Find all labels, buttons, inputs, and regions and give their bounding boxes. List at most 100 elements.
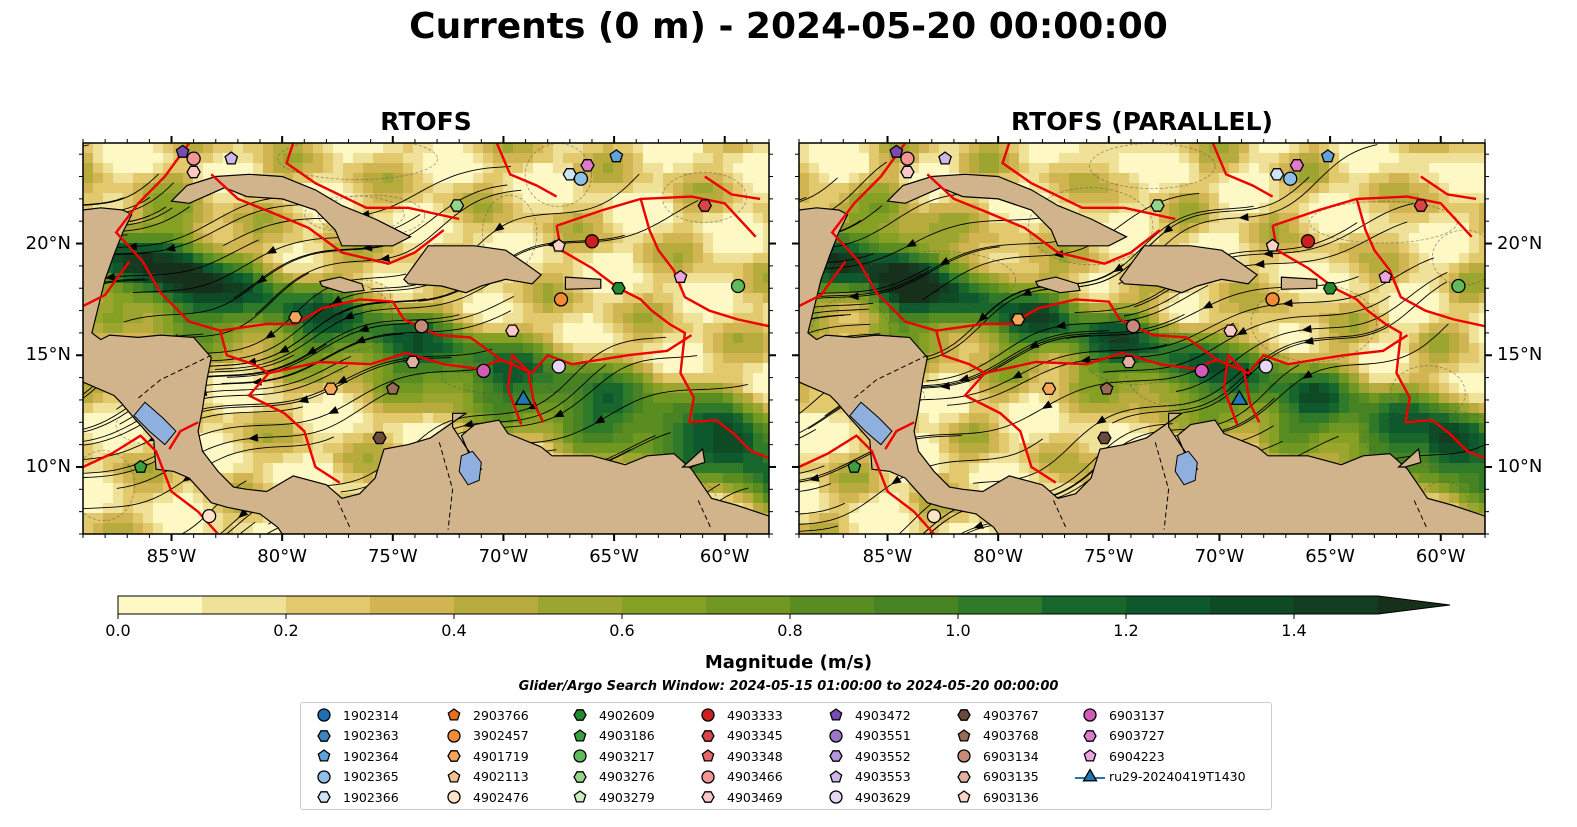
- float-4903333: [1300, 234, 1316, 249]
- streamline-arrow: [238, 508, 249, 519]
- legend-marker-icon: [573, 770, 587, 783]
- float-6903727: [580, 159, 595, 172]
- legend-entry: 4903553: [819, 767, 911, 787]
- streamline-arrow: [358, 324, 370, 332]
- legend-marker: [1083, 729, 1097, 742]
- float-4903345: [697, 199, 713, 212]
- colorbar-tick-label: 0.2: [273, 621, 299, 640]
- float-4902609: [1322, 281, 1338, 295]
- legend-label: 4903553: [855, 769, 911, 784]
- lat-tick-label: 10°N: [1497, 455, 1543, 477]
- legend-marker: [829, 790, 843, 804]
- search-window-caption: Glider/Argo Search Window: 2024-05-15 01…: [518, 679, 1059, 694]
- land-mass: [564, 276, 602, 290]
- float-1902364: [609, 149, 624, 163]
- legend-label: 6903137: [1109, 707, 1165, 723]
- float-1902364: [1320, 149, 1335, 163]
- legend-label: 4902609: [599, 707, 655, 723]
- float-6903135: [405, 355, 420, 369]
- legend-marker-icon: [573, 790, 587, 803]
- streamline: [799, 308, 869, 317]
- legend-entry: 6903727: [1073, 726, 1165, 746]
- lat-tick-label: 10°N: [25, 455, 71, 477]
- eez-boundary: [1211, 143, 1274, 198]
- float-4903186: [133, 459, 148, 473]
- legend-marker-icon: [447, 708, 461, 721]
- legend-marker: [957, 770, 971, 783]
- lon-tick-label: 80°W: [257, 546, 307, 567]
- streamline-arrow: [379, 254, 390, 263]
- lat-tick-label: 15°N: [1497, 344, 1543, 366]
- map-frame: [798, 142, 1486, 535]
- streamline-arrow: [905, 239, 917, 248]
- colorbar-tick-label: 0.8: [777, 621, 803, 640]
- panel-title: RTOFS: [380, 107, 472, 136]
- streamline-arrow: [1055, 321, 1066, 330]
- land-mass: [1397, 447, 1422, 468]
- streamline-arrow: [1236, 326, 1248, 336]
- glider-ru29-20240419T1430: [1230, 389, 1249, 406]
- land-mass: [83, 207, 769, 534]
- country-border: [697, 500, 712, 530]
- eez-boundary: [219, 330, 341, 484]
- legend-marker: [573, 790, 587, 803]
- legend-marker-icon: [317, 749, 331, 762]
- legend-entry: 1902365: [307, 767, 399, 787]
- streamline-arrow: [978, 312, 988, 323]
- legend-label: 4903333: [727, 707, 783, 723]
- legend-entry: 4903186: [563, 726, 655, 746]
- country-border: [135, 354, 212, 401]
- float-4903469: [505, 324, 520, 337]
- float-6904223: [1378, 269, 1393, 283]
- float-4903472: [175, 144, 190, 158]
- eez-boundary: [83, 260, 131, 308]
- colorbar-segment: [622, 596, 707, 614]
- streamline: [799, 396, 860, 434]
- legend-marker-icon: [317, 769, 331, 784]
- streamline: [799, 371, 860, 415]
- eez-boundary: [555, 225, 696, 423]
- legend-label: 4902476: [473, 789, 529, 805]
- colorbar-segment: [370, 596, 455, 614]
- colorbar-segment: [958, 596, 1043, 614]
- legend-marker: [573, 770, 587, 783]
- lon-tick-label: 65°W: [1305, 546, 1355, 567]
- streamline-arrow: [594, 415, 606, 424]
- legend-marker-icon: [1083, 749, 1097, 762]
- map-frame: [82, 142, 770, 535]
- land-mass: [1280, 276, 1318, 290]
- legend-marker-icon: [447, 750, 461, 762]
- streamline: [898, 492, 951, 534]
- streamline-arrow: [165, 243, 176, 252]
- legend-marker: [829, 750, 843, 762]
- legend-marker-icon: [957, 770, 971, 783]
- legend-marker-icon: [957, 790, 971, 803]
- land-mass: [886, 173, 1128, 247]
- land-mass: [1119, 245, 1259, 294]
- eez-boundary: [1271, 225, 1412, 423]
- float-4903629: [1258, 359, 1274, 374]
- legend-marker: [317, 708, 331, 722]
- legend-label: 6903134: [983, 748, 1039, 764]
- streamline-arrow: [0, 319, 6, 329]
- legend-entry: 4903466: [691, 767, 783, 787]
- legend-label: 4902113: [473, 769, 529, 784]
- streamline-arrow: [278, 345, 290, 354]
- colorbar-segment: [1210, 596, 1295, 614]
- legend-entry: 4902476: [437, 787, 529, 807]
- land-mass: [318, 276, 365, 294]
- colorbar-tick-label: 1.0: [945, 621, 971, 640]
- legend-marker: [829, 728, 843, 743]
- colorbar-segment: [118, 596, 203, 614]
- streamline-arrow: [798, 570, 810, 580]
- eez-boundary: [799, 434, 935, 534]
- float-4903767: [372, 431, 387, 445]
- streamline-arrow: [891, 475, 902, 485]
- country-border: [438, 442, 454, 530]
- legend-marker-icon: [829, 750, 843, 762]
- legend-marker: [957, 709, 971, 721]
- float-4902609: [611, 281, 626, 295]
- colorbar-segment: [454, 596, 539, 614]
- eez-boundary: [285, 143, 460, 221]
